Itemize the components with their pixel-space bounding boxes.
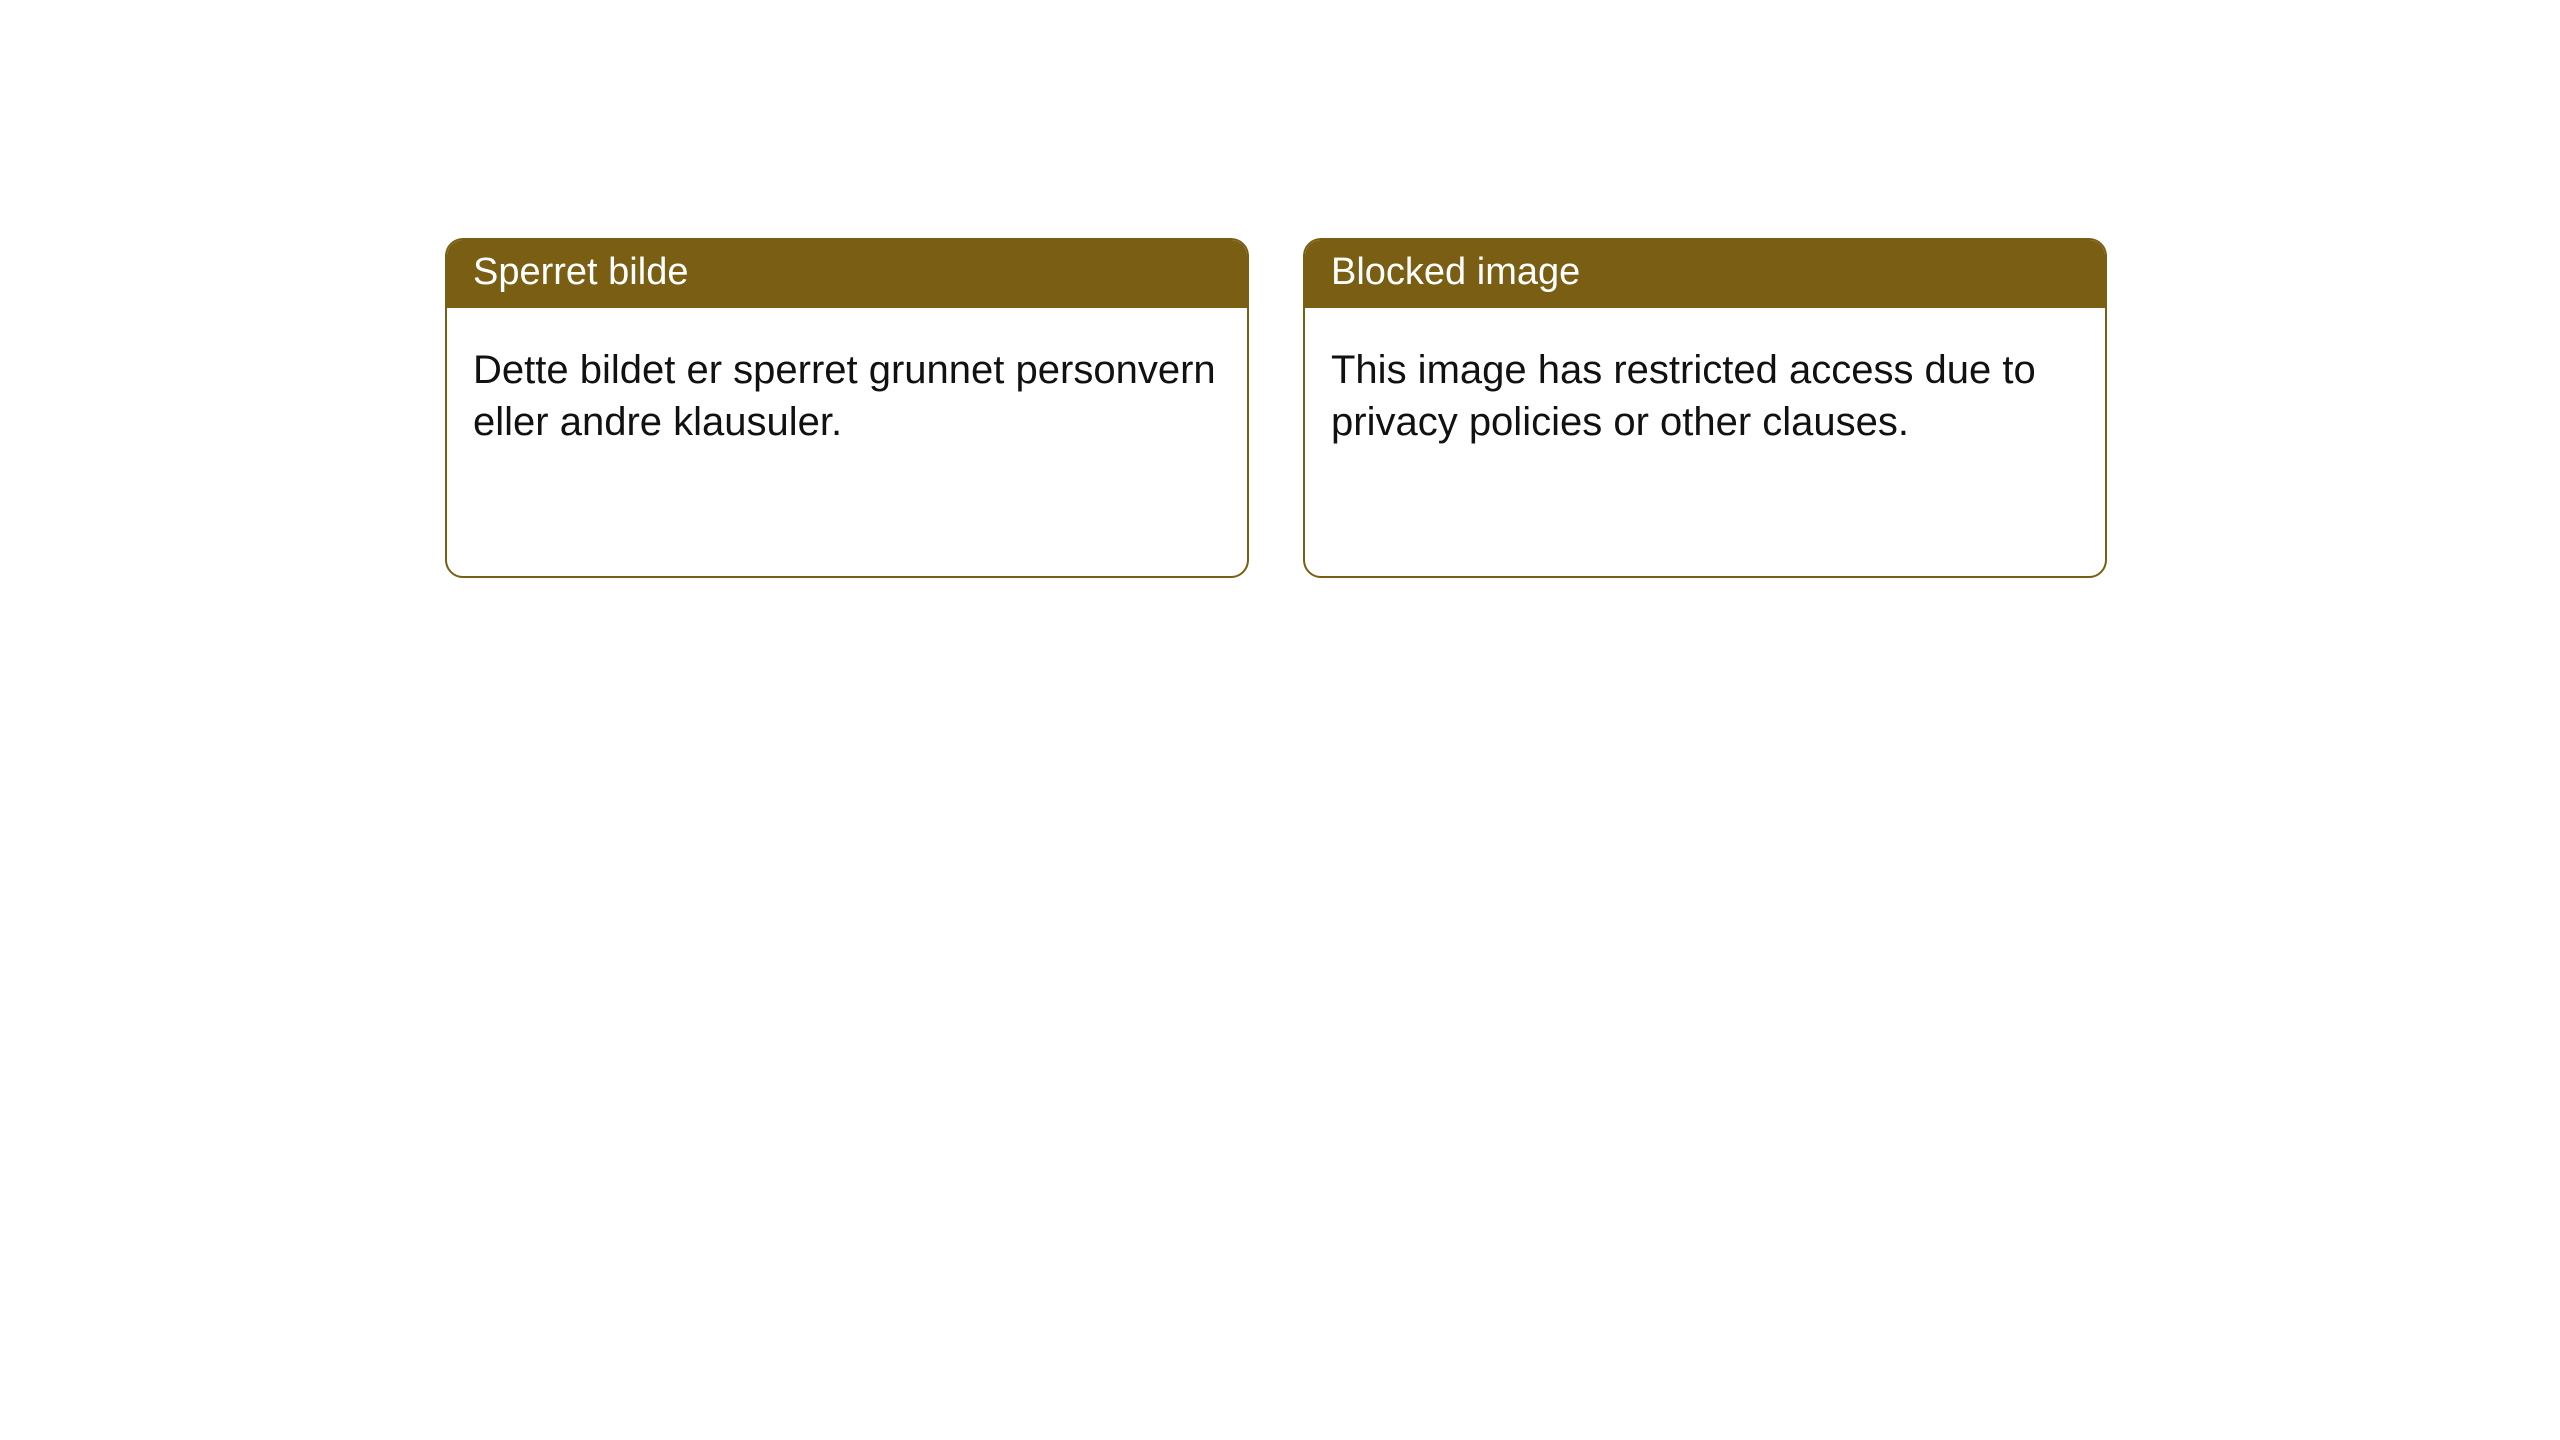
notice-card-norwegian: Sperret bilde Dette bildet er sperret gr…: [445, 238, 1249, 578]
card-title: Blocked image: [1331, 251, 1580, 293]
notice-card-english: Blocked image This image has restricted …: [1303, 238, 2107, 578]
card-body: This image has restricted access due to …: [1305, 308, 2105, 474]
card-message: Dette bildet er sperret grunnet personve…: [473, 348, 1216, 444]
card-header: Blocked image: [1305, 240, 2105, 308]
notice-container: Sperret bilde Dette bildet er sperret gr…: [445, 238, 2107, 578]
card-message: This image has restricted access due to …: [1331, 348, 2036, 444]
card-title: Sperret bilde: [473, 251, 688, 293]
card-header: Sperret bilde: [447, 240, 1247, 308]
card-body: Dette bildet er sperret grunnet personve…: [447, 308, 1247, 474]
